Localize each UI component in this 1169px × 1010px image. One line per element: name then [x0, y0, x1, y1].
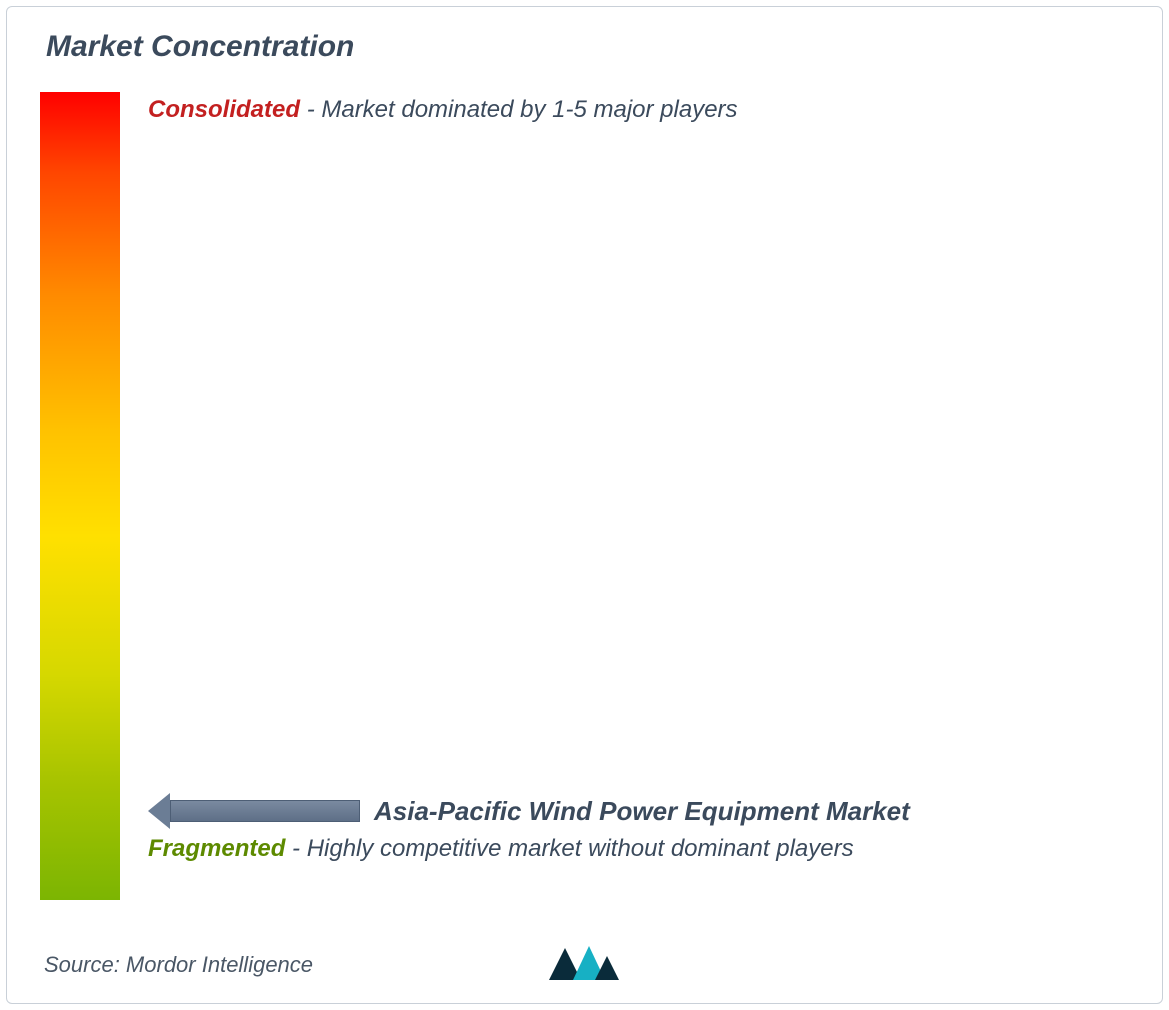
- fragmented-label: Fragmented - Highly competitive market w…: [148, 835, 854, 863]
- source-attribution: Source: Mordor Intelligence: [44, 952, 313, 978]
- arrow-marker: [148, 793, 360, 829]
- arrow-body: [170, 800, 360, 822]
- consolidated-label: Consolidated - Market dominated by 1-5 m…: [148, 96, 738, 124]
- market-marker-row: Asia-Pacific Wind Power Equipment Market: [148, 793, 910, 829]
- consolidated-bold: Consolidated: [148, 96, 300, 123]
- consolidated-desc: - Market dominated by 1-5 major players: [307, 96, 738, 123]
- fragmented-bold: Fragmented: [148, 835, 285, 862]
- concentration-gradient-bar: [40, 92, 120, 900]
- labels-column: Consolidated - Market dominated by 1-5 m…: [148, 92, 1129, 900]
- mordor-logo-icon: [547, 940, 623, 984]
- chart-title: Market Concentration: [46, 30, 1129, 64]
- fragmented-desc: - Highly competitive market without domi…: [292, 835, 854, 862]
- arrow-left-icon: [148, 793, 170, 829]
- content-row: Consolidated - Market dominated by 1-5 m…: [40, 92, 1129, 900]
- market-name-label: Asia-Pacific Wind Power Equipment Market: [374, 796, 910, 827]
